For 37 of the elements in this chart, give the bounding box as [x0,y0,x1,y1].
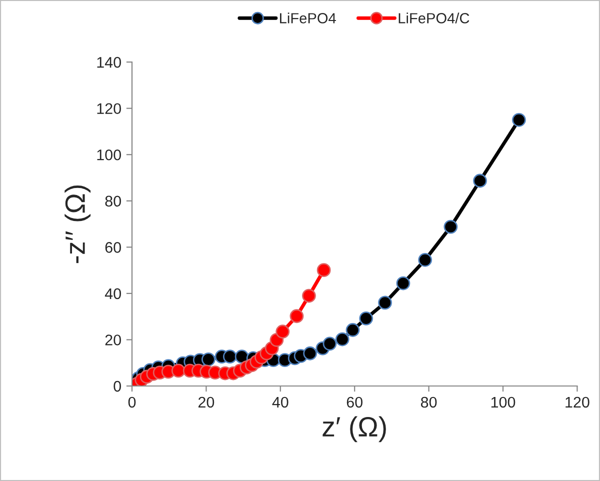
x-tick-label: 60 [346,396,362,408]
y-tick-label: 120 [97,103,121,114]
point [276,324,290,339]
point [302,288,316,303]
y-tick-label: 60 [105,242,121,253]
x-tick-label: 120 [566,396,590,408]
point [418,252,432,267]
point [201,352,216,366]
x-tick-label: 80 [420,396,437,408]
point [322,336,337,351]
point [512,112,526,127]
point [223,350,237,364]
y-tick-label: 0 [114,380,121,392]
point [359,311,374,326]
y-tick-label: 40 [104,288,121,300]
y-tick-label: 140 [97,56,121,68]
x-tick-label: 20 [198,396,214,408]
point [316,263,331,278]
point [171,364,186,378]
point [303,346,318,360]
point [473,174,487,188]
y-axis-title: -z′′ (Ω) [64,185,91,264]
point [290,309,304,324]
y-tick-label: 100 [97,149,121,160]
x-tick-label: 40 [272,396,288,408]
point [346,323,360,337]
x-tick-label: 0 [128,396,136,408]
point [335,332,350,346]
legend-label: LiFePO4/C [398,12,470,24]
legend-label: LiFePO4 [280,12,336,24]
x-axis-title: z′ (Ω) [322,416,386,442]
y-tick-label: 20 [105,334,121,346]
point [396,276,410,290]
point [444,220,458,234]
point [378,296,392,310]
x-tick-label: 100 [491,396,516,408]
y-tick-label: 80 [105,196,121,207]
